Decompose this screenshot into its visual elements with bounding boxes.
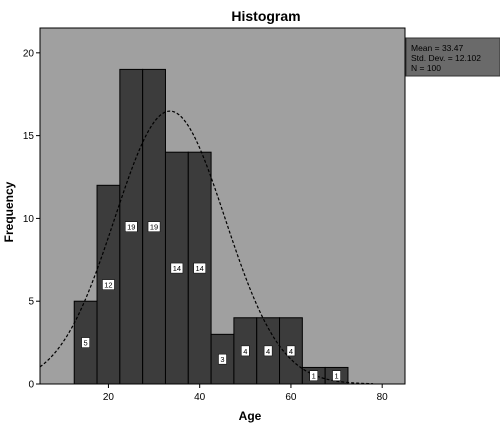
- bar-data-label: 3: [220, 355, 224, 364]
- bar-label-box: [147, 221, 161, 232]
- bar-label-box: [81, 337, 90, 348]
- x-tick-label: 60: [285, 392, 297, 403]
- bar-data-label: 5: [84, 339, 88, 348]
- bar-label-box: [218, 353, 227, 365]
- bar-data-label: 4: [243, 347, 247, 356]
- bar-data-label: 4: [289, 347, 293, 356]
- bar-label-box: [125, 221, 138, 232]
- stats-box-background: [405, 37, 500, 77]
- bar-data-label: 1: [312, 372, 316, 381]
- bar-data-label: 12: [104, 281, 112, 290]
- bar-labels-layer: 5 12 19 19 14 14 3 4 4 4 1 1: [81, 221, 341, 381]
- bar-data-label: 1: [334, 372, 338, 381]
- x-axis-label: Age: [239, 409, 262, 423]
- y-tick-label: 5: [28, 297, 34, 308]
- stats-n: N = 100: [411, 63, 441, 73]
- bar-data-label: 4: [266, 347, 270, 356]
- x-tick-label: 20: [103, 392, 115, 403]
- bar-label-box: [193, 262, 206, 274]
- y-tick-label: 10: [23, 214, 35, 225]
- y-tick-label: 15: [23, 131, 35, 142]
- bar-label-box: [241, 345, 250, 357]
- bar-label-box: [332, 370, 341, 381]
- y-tick-label: 20: [23, 48, 35, 59]
- bar-label-box: [102, 279, 115, 290]
- y-axis-label: Frequency: [2, 181, 16, 242]
- bar-data-label: 19: [127, 223, 135, 232]
- bar-data-label: 14: [196, 264, 204, 273]
- bar-data-label: 19: [150, 223, 158, 232]
- stats-mean: Mean = 33.47: [411, 43, 463, 53]
- chart-title: Histogram: [231, 8, 300, 24]
- bar-label-box: [263, 345, 273, 357]
- bar-data-label: 14: [173, 264, 181, 273]
- bar-label-box: [170, 262, 184, 274]
- stats-box: Mean = 33.47 Std. Dev. = 12.102 N = 100: [405, 37, 500, 77]
- bar-label-box: [309, 370, 318, 381]
- x-tick-label: 80: [377, 392, 389, 403]
- y-tick-label: 0: [28, 380, 34, 391]
- stats-std-dev: Std. Dev. = 12.102: [411, 53, 481, 63]
- bar-label-box: [286, 345, 296, 357]
- x-tick-label: 40: [194, 392, 206, 403]
